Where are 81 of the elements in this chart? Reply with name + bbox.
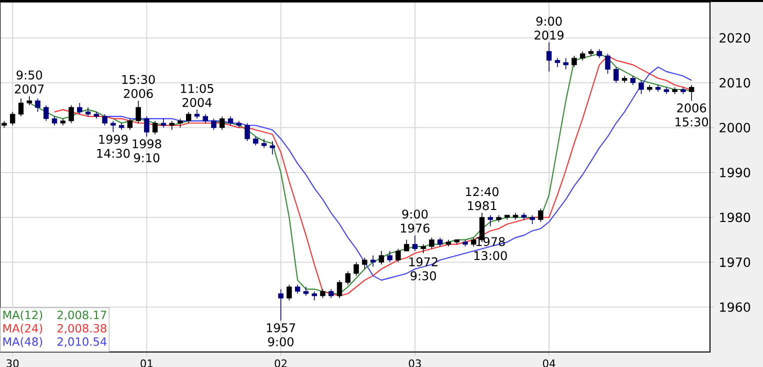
candlestick	[35, 98, 40, 112]
annotation: 9:10	[134, 153, 160, 162]
candlestick	[44, 104, 49, 122]
annotation: 15:30	[676, 117, 708, 126]
candlestick	[278, 288, 284, 321]
annotation: 2006	[677, 103, 706, 112]
candlestick	[546, 42, 552, 72]
candlestick	[169, 120, 174, 130]
candlestick	[354, 262, 359, 276]
candlestick	[77, 102, 82, 115]
annotation: 2006	[124, 88, 153, 98]
candlestick	[220, 116, 225, 130]
candlestick	[378, 250, 384, 265]
y-tick-label: 1960	[720, 302, 750, 312]
y-tick-label: 2010	[720, 78, 750, 88]
candlestick	[563, 58, 568, 70]
x-tick-label: 01	[140, 359, 152, 367]
annotation: 11:05	[181, 84, 214, 94]
x-tick-label: 04	[542, 359, 556, 367]
text: MA(48)	[3, 337, 42, 348]
annotation: 1972	[409, 257, 438, 266]
candlestick	[152, 120, 158, 135]
annotation: 2,008.38	[58, 324, 106, 334]
candlestick	[404, 239, 410, 252]
y-tick-label: 1990	[720, 168, 750, 178]
annotation: 13:00	[474, 251, 507, 260]
annotation: 1998	[132, 139, 162, 148]
candlestick	[688, 84, 694, 102]
x-tick-label: 30	[6, 359, 19, 367]
annotation: 1976	[400, 224, 430, 233]
annotation: 2004	[182, 98, 212, 108]
annotation: 12:40	[466, 187, 498, 196]
text: MA(24)	[3, 324, 42, 334]
x-tick-label: 03	[408, 359, 421, 367]
candlestick	[362, 257, 368, 270]
text: MA(12)	[3, 310, 42, 321]
candlestick	[110, 120, 116, 133]
candlestick	[102, 114, 108, 126]
candlestick	[144, 116, 150, 138]
candlestick	[572, 55, 577, 68]
candlestick	[68, 104, 74, 124]
annotation: 1999	[99, 134, 128, 144]
candlestick	[396, 248, 401, 263]
candlestick	[136, 100, 141, 124]
annotation: 9:00	[536, 16, 562, 26]
candlestick	[370, 255, 376, 268]
candlestick	[412, 234, 418, 252]
candlestick	[10, 112, 16, 126]
annotation: 9:50	[16, 70, 42, 80]
candlestick	[605, 53, 610, 74]
y-tick-label: 1970	[720, 257, 750, 268]
candlestick	[345, 270, 350, 286]
y-tick-label: 1980	[720, 212, 750, 222]
candlestick	[488, 214, 493, 227]
annotation: 1957	[266, 323, 296, 332]
candlestick	[312, 291, 317, 301]
candlestick	[638, 80, 644, 94]
candlestick	[18, 98, 24, 117]
candlestick	[614, 66, 619, 84]
candlestick	[538, 208, 544, 222]
annotation: 2019	[534, 30, 564, 40]
candlestick	[211, 118, 216, 130]
x-tick-label: 02	[274, 359, 287, 367]
annotation: 1981	[468, 201, 496, 210]
y-tick-label: 2020	[720, 33, 750, 43]
candlestick	[387, 250, 392, 263]
annotation: 9:00	[402, 210, 428, 219]
candlestick	[336, 280, 342, 299]
candlestick	[127, 118, 133, 130]
annotation: 2,008.17	[58, 310, 106, 320]
annotation: 15:30	[122, 74, 155, 84]
y-tick-label: 2000	[720, 122, 750, 132]
annotation: 14:30	[97, 148, 130, 158]
candlestick	[186, 112, 192, 124]
annotation: 9:00	[268, 337, 294, 346]
candlestick	[429, 237, 434, 250]
annotation: 9:30	[410, 271, 436, 280]
annotation: 2007	[14, 84, 44, 94]
annotation: 2,010.54	[58, 337, 106, 348]
candlestick	[286, 284, 292, 301]
candlestick	[244, 122, 250, 142]
